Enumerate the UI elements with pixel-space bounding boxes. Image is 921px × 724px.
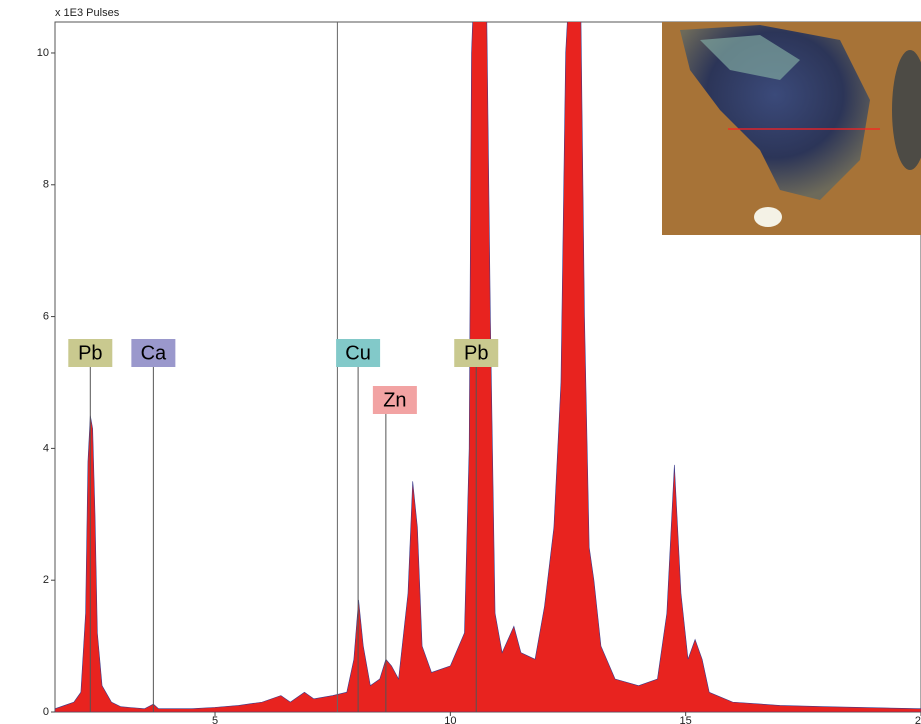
y-tick-label: 2 xyxy=(43,574,49,586)
element-label: Pb xyxy=(78,342,102,364)
element-label: Zn xyxy=(383,389,406,411)
element-tag xyxy=(336,339,381,367)
element-tag xyxy=(131,339,176,367)
y-axis-label: x 1E3 Pulses xyxy=(55,7,120,19)
x-tick-label: 10 xyxy=(444,715,456,724)
y-tick-label: 0 xyxy=(43,706,49,718)
element-label: Ca xyxy=(141,342,167,364)
y-tick-label: 8 xyxy=(43,179,49,191)
y-tick-label: 6 xyxy=(43,310,49,322)
element-label: Pb xyxy=(464,342,488,364)
element-tag xyxy=(372,386,417,414)
element-tag xyxy=(68,339,113,367)
element-label: Cu xyxy=(345,342,371,364)
x-tick-label: 20 xyxy=(915,715,921,724)
y-tick-label: 10 xyxy=(37,47,49,59)
y-tick-label: 4 xyxy=(43,442,49,454)
element-tag xyxy=(454,339,499,367)
x-tick-label: 5 xyxy=(212,715,218,724)
inset-photo xyxy=(662,22,921,235)
x-tick-label: 15 xyxy=(680,715,692,724)
